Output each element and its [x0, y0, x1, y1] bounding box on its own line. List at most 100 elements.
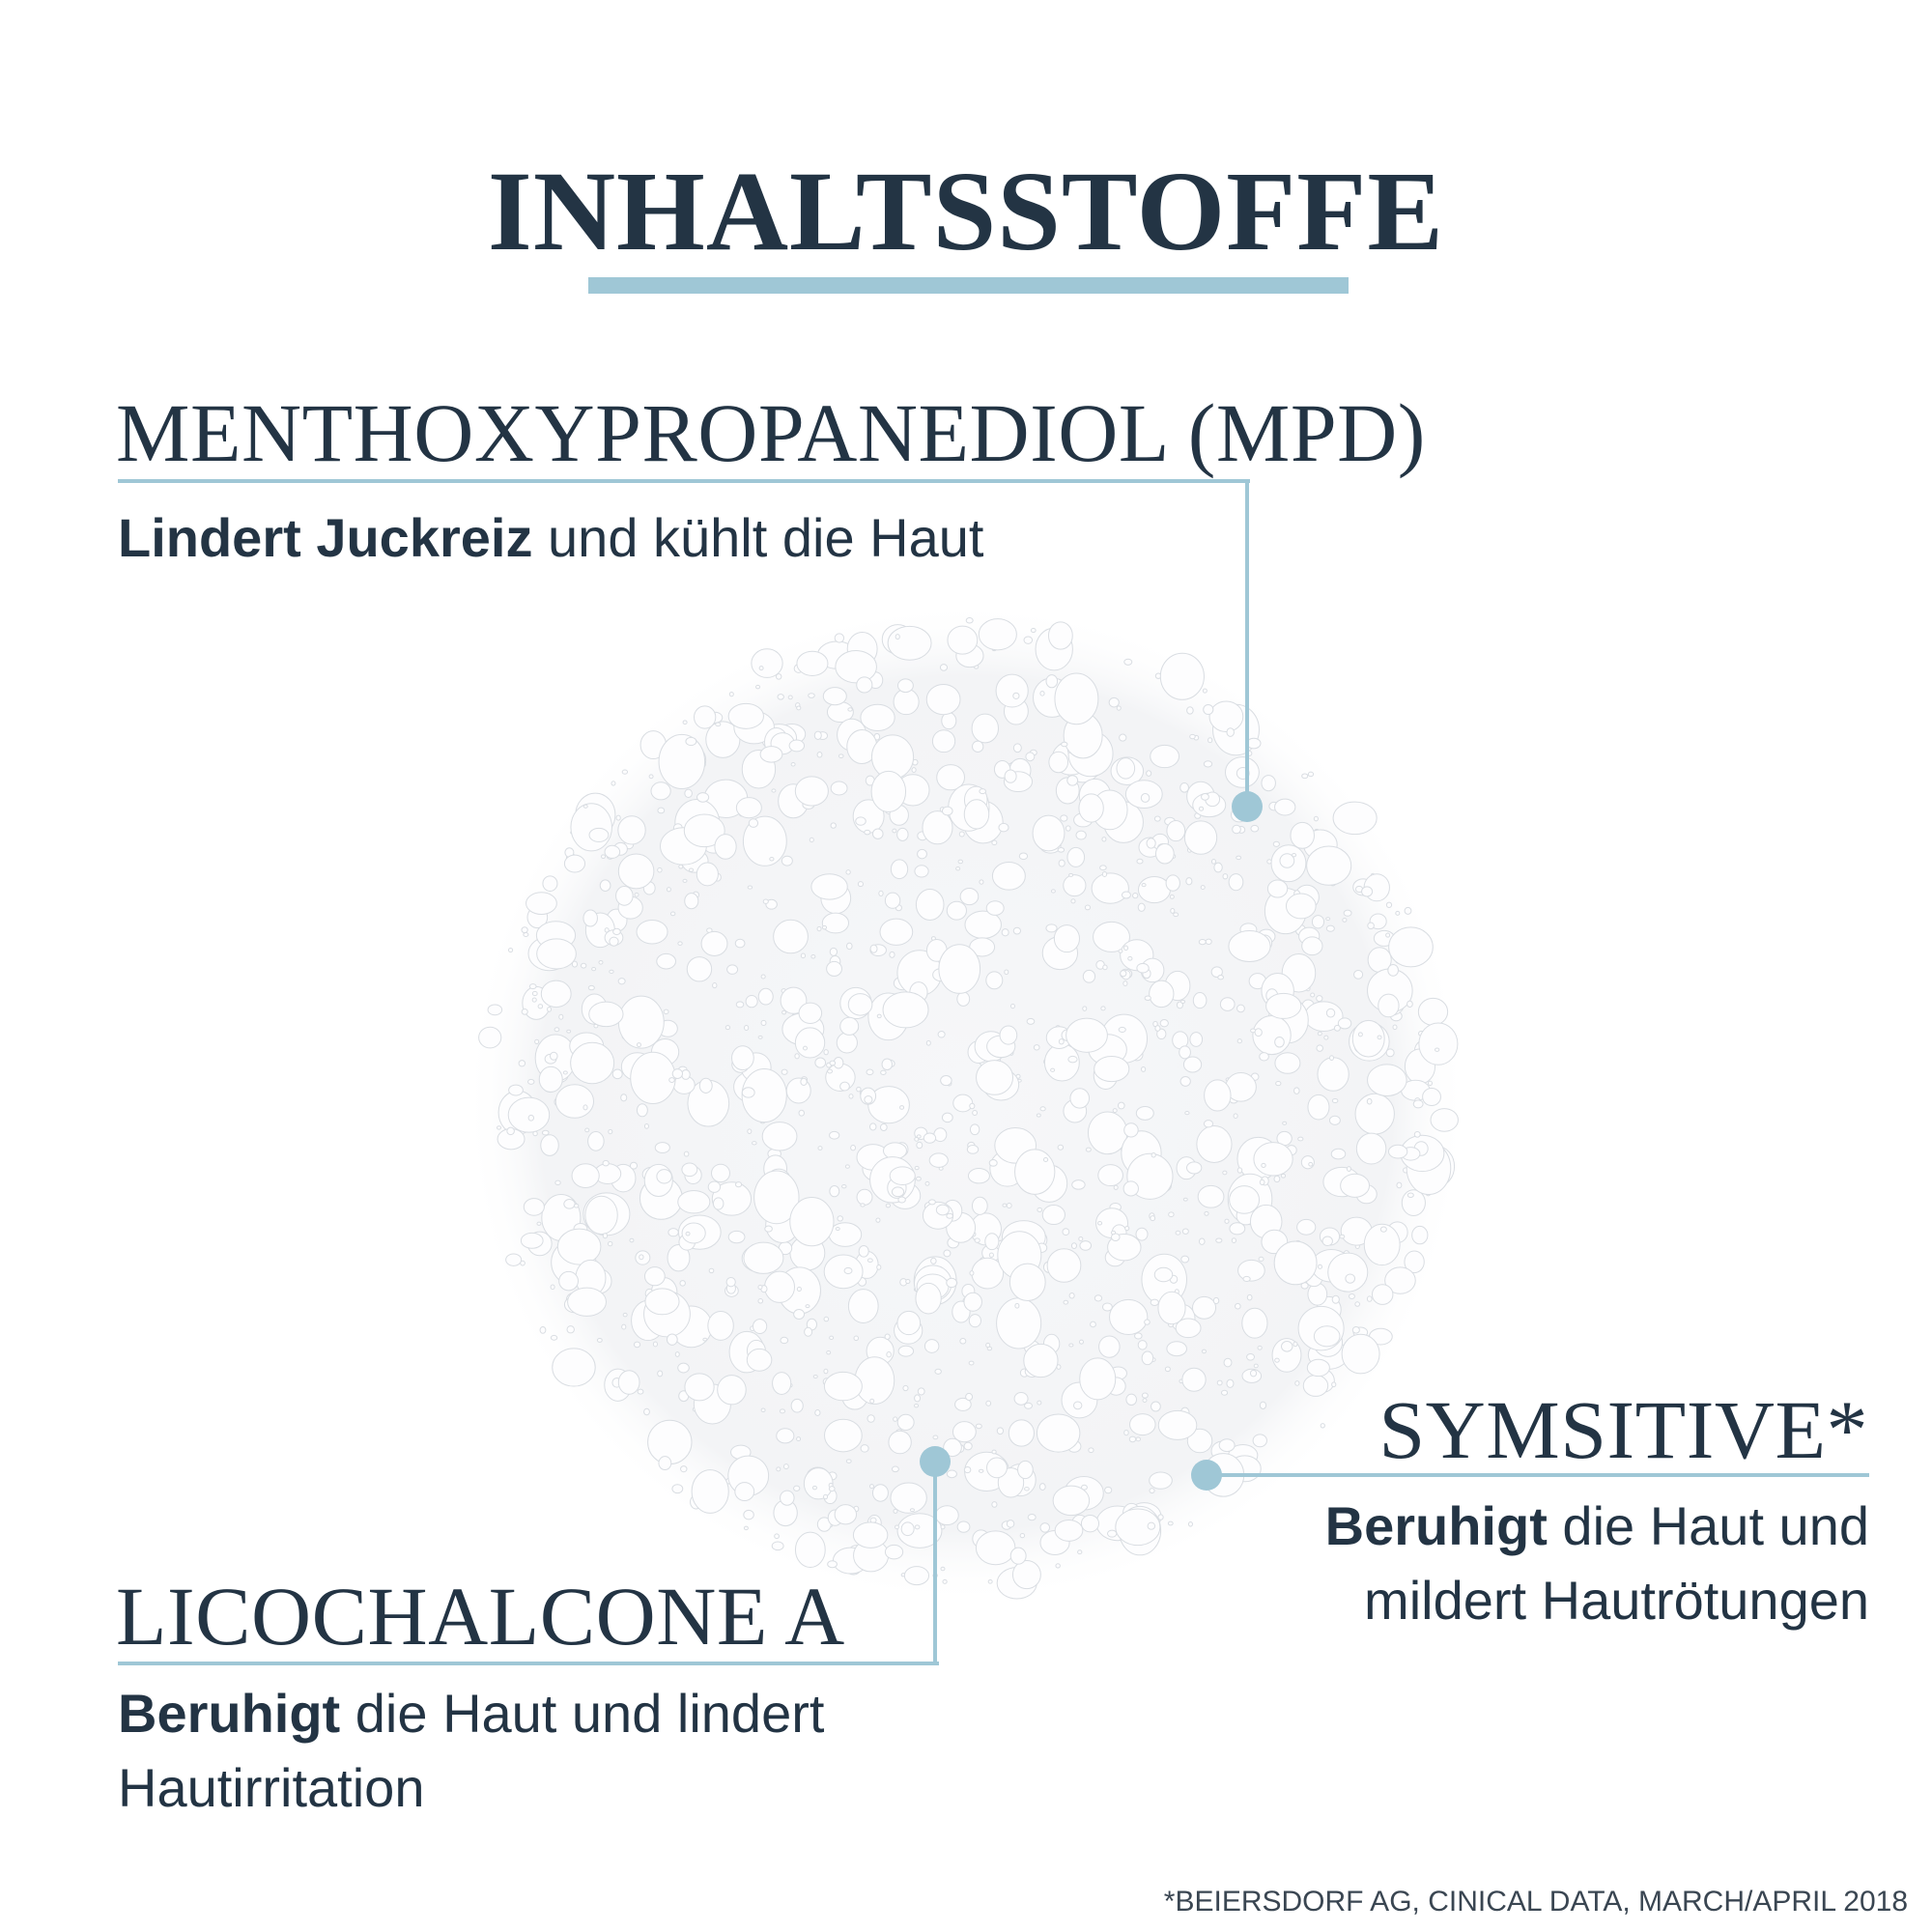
droplet	[1361, 886, 1374, 897]
droplet	[915, 888, 945, 921]
droplet	[1102, 964, 1108, 971]
droplet	[909, 1508, 915, 1513]
droplet	[1297, 1136, 1304, 1142]
droplet	[823, 1368, 829, 1375]
droplet	[1027, 1514, 1037, 1521]
droplet	[1019, 1532, 1026, 1539]
droplet	[680, 1465, 688, 1473]
droplet	[1120, 970, 1127, 978]
droplet	[1012, 926, 1022, 935]
ingredient-name-licochalcone: LICOCHALCONE A	[116, 1570, 845, 1662]
droplet	[617, 853, 655, 890]
droplet	[573, 1203, 580, 1208]
droplet	[1179, 1045, 1191, 1060]
droplet	[1292, 852, 1297, 858]
droplet	[868, 1122, 877, 1131]
droplet	[602, 1159, 610, 1167]
droplet	[1082, 969, 1096, 983]
droplet	[916, 1176, 922, 1181]
droplet	[666, 887, 671, 893]
droplet	[1261, 775, 1276, 792]
droplet	[1250, 824, 1260, 833]
droplet	[829, 1060, 837, 1066]
droplet	[836, 1032, 858, 1054]
droplet	[1125, 1393, 1138, 1406]
droplet	[584, 1195, 618, 1236]
droplet	[824, 1418, 863, 1453]
droplet	[508, 1084, 524, 1096]
droplet	[1302, 1375, 1329, 1397]
droplet	[985, 900, 1005, 916]
droplet	[1189, 1032, 1204, 1047]
droplet	[1306, 845, 1352, 886]
droplet	[1342, 918, 1348, 923]
droplet	[775, 673, 782, 680]
droplet	[562, 1070, 568, 1075]
droplet	[835, 1227, 840, 1232]
droplet	[681, 1222, 706, 1244]
droplet	[741, 1087, 755, 1098]
droplet	[835, 650, 877, 684]
droplet	[1275, 1081, 1282, 1087]
droplet	[609, 969, 614, 974]
droplet	[1118, 949, 1123, 953]
droplet	[884, 1544, 904, 1560]
droplet	[1418, 1022, 1459, 1065]
droplet	[780, 986, 808, 1014]
droplet	[584, 1127, 590, 1133]
droplet	[505, 1253, 523, 1266]
droplet	[965, 617, 974, 624]
droplet	[751, 648, 783, 678]
droplet	[1159, 1019, 1169, 1028]
droplet	[1068, 1343, 1074, 1348]
droplet	[1258, 1256, 1264, 1262]
droplet	[1341, 1333, 1380, 1375]
droplet	[893, 688, 920, 716]
droplet	[930, 1257, 937, 1264]
droplet	[668, 1077, 675, 1084]
droplet	[1422, 1087, 1441, 1107]
droplet	[1118, 1026, 1126, 1034]
droplet	[1413, 1130, 1421, 1138]
droplet	[621, 769, 629, 775]
droplet	[1045, 923, 1058, 933]
droplet	[1235, 1302, 1241, 1310]
droplet	[1023, 636, 1034, 644]
droplet	[617, 995, 665, 1049]
droplet	[539, 1325, 547, 1334]
droplet	[1183, 820, 1218, 855]
droplet	[858, 1244, 869, 1258]
droplet	[1053, 924, 1080, 953]
droplet	[794, 1531, 826, 1568]
droplet	[506, 1126, 515, 1136]
droplet	[753, 1170, 800, 1225]
droplet	[940, 1075, 952, 1087]
droplet	[1296, 1218, 1317, 1236]
droplet	[757, 1298, 764, 1304]
droplet	[731, 1045, 754, 1071]
droplet	[497, 1125, 502, 1130]
droplet	[941, 1112, 953, 1123]
droplet	[650, 781, 671, 801]
droplet	[643, 1407, 650, 1416]
droplet	[793, 1309, 806, 1320]
droplet	[708, 1267, 715, 1274]
droplet	[839, 1016, 860, 1036]
droplet	[899, 1105, 905, 1110]
droplet	[1024, 1402, 1033, 1409]
droplet	[896, 827, 909, 841]
droplet	[1079, 1357, 1117, 1401]
droplet	[814, 1057, 827, 1068]
droplet	[550, 1334, 558, 1341]
droplet	[946, 1277, 957, 1289]
droplet	[1216, 1379, 1223, 1386]
droplet	[714, 834, 737, 860]
droplet	[617, 1370, 640, 1395]
droplet	[879, 918, 914, 946]
droplet	[1323, 1035, 1329, 1040]
droplet	[1301, 773, 1309, 780]
droplet	[1048, 751, 1069, 774]
droplet	[634, 892, 639, 897]
ingredient-name-symsitive: SYMSITIVE*	[1378, 1383, 1868, 1476]
droplet	[1065, 1017, 1108, 1053]
